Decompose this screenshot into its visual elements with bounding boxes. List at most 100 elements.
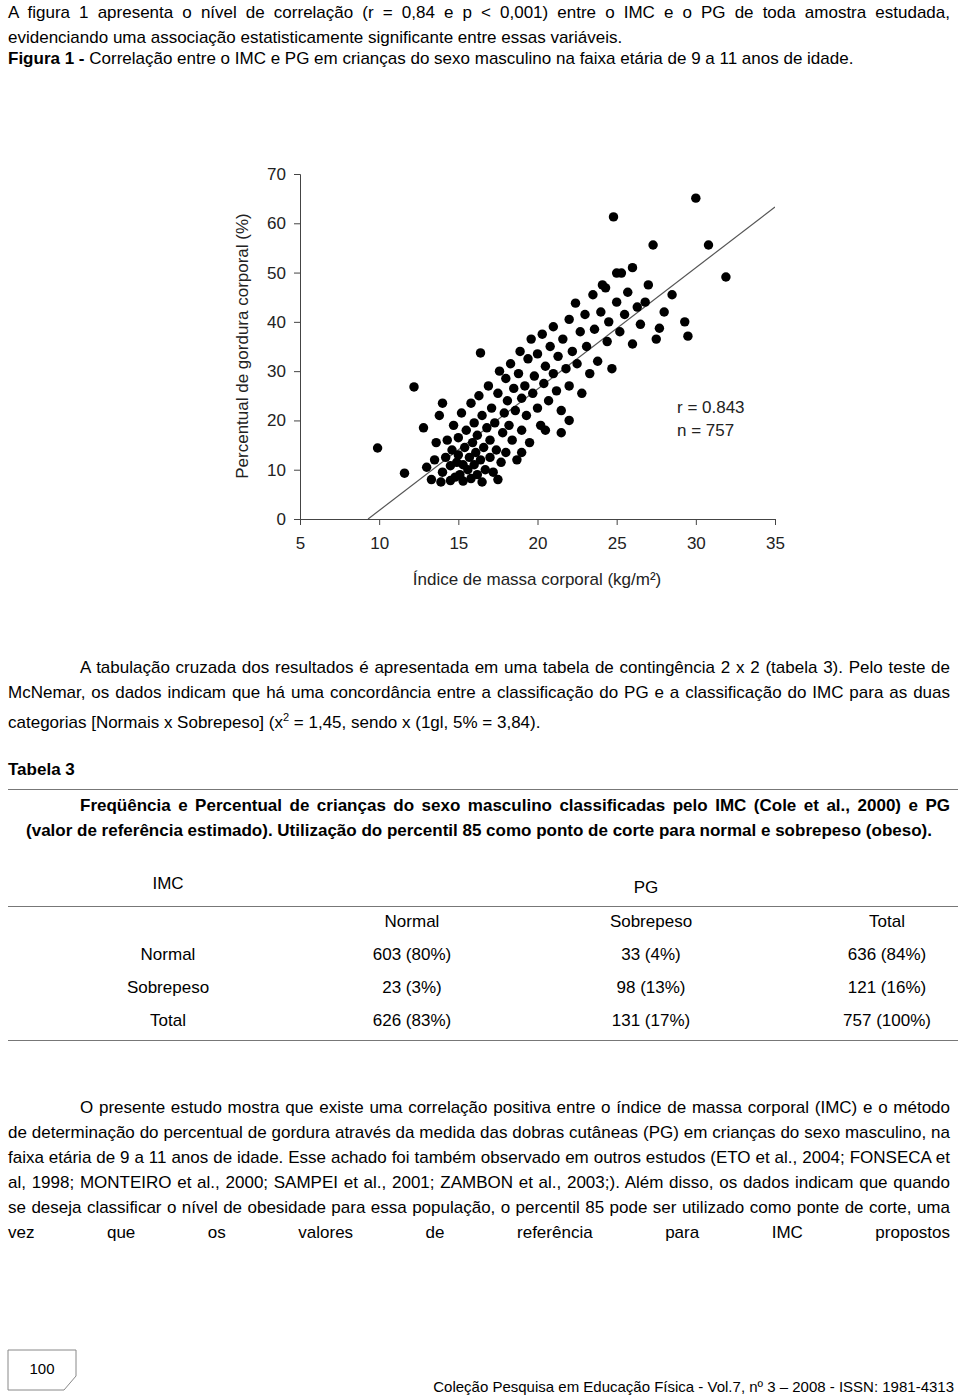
figure-caption: Figura 1 - Correlação entre o IMC e PG e… [8,45,960,73]
data-point [485,453,494,462]
conclusion-paragraph: O presente estudo mostra que existe uma … [8,1095,950,1245]
data-point [564,416,573,425]
tick-label: 25 [608,534,627,553]
tick: 10 [267,461,300,480]
tick: 10 [370,519,389,553]
data-point [561,364,570,373]
data-point [667,290,676,299]
data-point [538,329,547,338]
x-axis: 5101520253035 [296,519,785,553]
data-point [504,421,513,430]
data-point [609,212,618,221]
tick-mark [379,519,380,525]
data-point [604,317,613,326]
data-point [558,334,567,343]
column-label: Total [812,911,960,933]
row-label: Total [88,1010,248,1032]
data-point [602,337,611,346]
data-point [427,475,436,484]
tick: 15 [449,519,468,553]
tick-mark [294,420,300,421]
tick-label: 70 [267,165,286,184]
tick-label: 10 [370,534,389,553]
data-point [549,322,558,331]
tick-label: 60 [267,214,286,233]
tick-label: 5 [296,534,305,553]
data-point [530,371,539,380]
data-point [498,428,507,437]
row-header: IMC [108,873,228,895]
data-point [617,268,626,277]
data-point [568,347,577,356]
tick: 35 [766,519,785,553]
data-point [373,443,382,452]
data-point [501,374,510,383]
data-point [496,458,505,467]
data-point [490,418,499,427]
data-point [449,421,458,430]
data-point [588,290,597,299]
tick-mark [294,223,300,224]
data-point [577,389,586,398]
column-label: Normal [337,911,487,933]
data-point [704,240,713,249]
superscript: 2 [283,711,289,723]
data-point [474,391,483,400]
tick-label: 30 [267,362,286,381]
tick: 0 [277,510,300,529]
data-point [501,448,510,457]
tick-label: 15 [449,534,468,553]
data-point [517,448,526,457]
annotation: r = 0.843 [677,398,745,417]
chart: 0102030405060705101520253035Percentual d… [230,150,800,595]
tick-mark [458,519,459,525]
data-point [607,364,616,373]
intro-text: A figura 1 apresenta o nível de correlaç… [8,3,950,47]
data-point [493,389,502,398]
y-axis-title: Percentual de gordura corporal (%) [233,213,252,479]
data-point [400,468,409,477]
data-point [541,361,550,370]
data-point [503,396,512,405]
data-point [511,406,520,415]
data-point [485,435,494,444]
data-point [514,369,523,378]
data-point [628,263,637,272]
tick-label: 35 [766,534,785,553]
conclusion-text: O presente estudo mostra que existe uma … [8,1098,950,1242]
data-point [612,297,621,306]
tick-mark [617,519,618,525]
data-point [552,386,561,395]
tick-label: 20 [267,411,286,430]
data-point [509,384,518,393]
data-point [680,317,689,326]
data-point [507,435,516,444]
page-box-frame [8,1350,76,1390]
table-cell: 757 (100%) [807,1010,960,1032]
table-cell: 636 (84%) [807,944,960,966]
tick-mark [294,174,300,175]
data-point [409,382,418,391]
data-point [462,426,471,435]
figure-label: Figura 1 - [8,49,85,68]
table-caption: Freqüência e Percentual de crianças do s… [8,793,950,843]
space [85,49,90,68]
tick-mark [538,519,539,525]
data-point [652,334,661,343]
column-label: Sobrepeso [576,911,726,933]
axis-line [294,175,301,520]
data-point [553,352,562,361]
data-point [436,477,445,486]
tick-label: 10 [267,461,286,480]
data-point [517,394,526,403]
tick: 50 [267,264,300,283]
data-point [525,438,534,447]
data-point [419,423,428,432]
data-point [655,324,664,333]
data-point [500,408,509,417]
annotation: n = 757 [677,421,734,440]
axis-line [301,520,776,526]
figure-caption-text: Correlação entre o IMC e PG em crianças … [89,49,853,68]
table-cell: 626 (83%) [332,1010,492,1032]
tick-mark [300,519,301,525]
